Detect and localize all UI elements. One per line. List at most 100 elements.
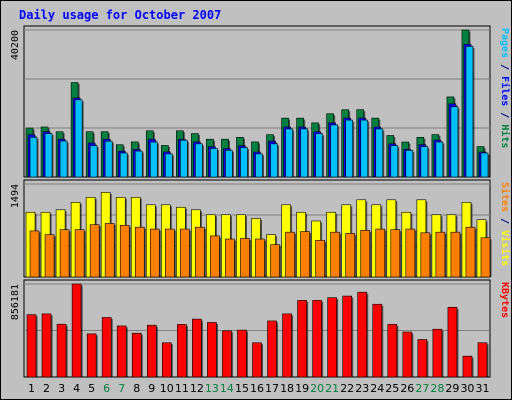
bar-pages-day-20 [315,133,323,178]
bar-sites-day-8 [134,226,145,278]
bar-kbytes-day-17 [267,320,277,378]
bar-pages-day-8 [134,150,143,178]
bar-kbytes-day-25 [387,324,398,378]
bar-pages-day-22 [345,119,353,178]
bar-kbytes-day-7 [116,325,127,378]
legend-sites: Sites [499,182,511,212]
bar-sites-day-24 [375,228,386,278]
series-legend: Pages / Files / Hits [499,28,511,148]
bar-pages-day-25 [390,145,399,178]
bar-kbytes-day-8 [131,332,142,378]
bar-kbytes-day-2 [41,313,52,378]
bar-kbytes-day-30 [462,355,473,378]
x-tick-label-7: 7 [118,382,125,395]
bar-kbytes-day-16 [252,342,262,378]
bar-sites-day-28 [435,231,446,278]
bar-sites-day-31 [480,237,491,278]
x-tick-label-25: 25 [385,382,399,395]
bar-kbytes-day-19 [297,300,307,378]
bar-sites-day-26 [405,228,416,278]
bar-kbytes-day-21 [327,297,337,378]
x-tick-label-17: 17 [265,382,279,395]
bar-pages-day-6 [104,140,113,178]
bar-kbytes-day-22 [342,295,352,378]
x-tick-label-29: 29 [445,382,459,395]
bar-pages-day-1 [29,137,38,178]
x-tick-label-21: 21 [325,382,339,395]
bar-pages-day-24 [375,128,384,178]
x-tick-label-6: 6 [103,382,110,395]
x-axis-labels: 1 2 3 4 5 6 7 8 9 10 11 12 13 14 15 16 17 18 19 20 21 22 23 24 2… [28,382,489,395]
legend-visits: Visits [499,230,511,266]
bar-sites-day-16 [255,238,265,278]
x-tick-label-4: 4 [73,382,80,395]
bar-pages-day-10 [165,153,173,178]
bar-pages-day-26 [405,150,414,178]
x-tick-label-11: 11 [175,382,189,395]
bar-kbytes-day-29 [447,306,458,378]
series-legend: Sites / Visits [499,182,511,266]
x-tick-label-31: 31 [475,382,489,395]
legend-separator: / [499,58,510,76]
x-tick-label-1: 1 [28,382,35,395]
bar-sites-day-2 [44,234,55,278]
x-tick-label-15: 15 [235,382,249,395]
x-tick-label-24: 24 [370,382,384,395]
x-tick-label-30: 30 [460,382,474,395]
bar-pages-day-5 [89,145,98,178]
y-max-label: 856181 [10,284,21,320]
bar-pages-day-31 [480,152,489,178]
bar-pages-day-9 [149,141,158,178]
bar-sites-day-10 [165,228,175,278]
chart-panels: 40200 Pages / Files / Hits 1494 Sites / Vis… [10,25,511,378]
bar-kbytes-day-4 [71,283,82,378]
bar-pages-day-21 [330,124,338,178]
bar-sites-day-25 [390,229,401,278]
bar-sites-day-7 [119,225,130,278]
bar-kbytes-day-3 [56,323,67,378]
x-tick-label-3: 3 [58,382,65,395]
bar-kbytes-day-14 [222,330,232,378]
bar-kbytes-day-27 [417,339,428,378]
y-max-label: 1494 [10,184,21,208]
bar-sites-day-30 [465,226,476,278]
bar-kbytes-day-23 [357,291,368,378]
bar-sites-day-22 [345,233,355,278]
bar-pages-day-30 [465,46,474,178]
legend-hits: Hits [499,124,511,148]
bar-kbytes-day-26 [402,331,413,378]
bar-kbytes-day-31 [477,342,488,378]
chart-title: Daily usage for October 2007 [19,8,221,22]
bar-pages-day-28 [435,141,444,178]
x-tick-label-28: 28 [430,382,444,395]
bar-sites-day-21 [330,231,340,278]
legend-kbytes: KBytes [499,282,510,318]
x-tick-label-19: 19 [295,382,309,395]
bar-pages-day-16 [255,153,263,178]
x-tick-label-20: 20 [310,382,324,395]
x-tick-label-27: 27 [415,382,429,395]
bar-kbytes-day-11 [177,324,187,378]
bar-kbytes-day-1 [26,314,37,378]
panel-middle: 1494 Sites / Visits [10,179,511,278]
x-tick-label-10: 10 [160,382,174,395]
x-tick-label-22: 22 [340,382,354,395]
bar-kbytes-day-28 [432,328,443,378]
bar-sites-day-4 [74,229,85,278]
bar-sites-day-11 [180,228,190,278]
bar-sites-day-23 [360,230,371,278]
x-tick-label-26: 26 [400,382,414,395]
legend-files: Files [499,76,511,106]
x-tick-label-12: 12 [190,382,204,395]
bar-sites-day-5 [89,224,100,278]
legend-separator: / [499,106,510,124]
bar-kbytes-day-12 [192,318,202,378]
bar-pages-day-14 [225,150,233,178]
bar-sites-day-13 [210,235,220,278]
bar-pages-day-3 [59,140,68,178]
panel-bottom: 856181 KBytes [10,279,510,378]
bar-kbytes-day-13 [207,322,217,378]
bar-sites-day-15 [240,238,250,278]
x-tick-label-14: 14 [220,382,234,395]
bar-pages-day-12 [195,143,203,178]
